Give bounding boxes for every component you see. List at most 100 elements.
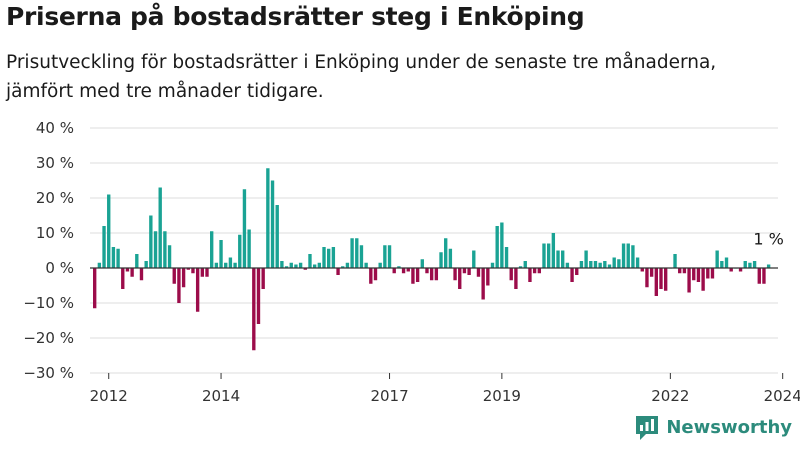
bar	[701, 268, 705, 291]
bar	[93, 268, 97, 309]
y-tick-label: −10 %	[23, 294, 74, 312]
bar	[195, 268, 200, 312]
bar	[256, 268, 261, 324]
bar	[453, 268, 457, 281]
bar	[504, 247, 509, 268]
bar	[565, 262, 570, 268]
bar	[514, 268, 518, 289]
bar	[214, 262, 219, 268]
bar	[757, 268, 761, 284]
bar	[317, 262, 322, 268]
x-tick-label: 2014	[202, 387, 240, 405]
bar	[153, 231, 158, 268]
bar	[448, 248, 453, 268]
bar	[205, 268, 209, 277]
bar	[111, 247, 116, 268]
last-value-label: 1 %	[753, 230, 783, 249]
bar	[579, 261, 584, 268]
x-tick-label: 2024	[764, 387, 800, 405]
bar	[172, 268, 176, 284]
bar	[130, 268, 134, 277]
bar	[546, 243, 551, 268]
y-tick-label: 20 %	[36, 189, 74, 207]
bar	[528, 268, 532, 282]
bar	[617, 259, 621, 268]
bar	[532, 268, 537, 274]
bar	[729, 268, 733, 272]
bar	[715, 250, 719, 268]
bar	[121, 268, 125, 289]
bar	[612, 257, 616, 268]
bar	[252, 268, 256, 351]
newsworthy-icon	[636, 416, 659, 440]
bar	[158, 187, 162, 268]
y-axis: −30 % −20 % −10 % 0 % 10 % 20 % 30 % 40 %	[23, 119, 74, 382]
bar	[186, 268, 190, 270]
bar	[139, 268, 144, 281]
bar	[537, 268, 541, 274]
bar	[490, 262, 495, 268]
bar	[294, 264, 298, 268]
bar	[724, 257, 729, 268]
bar	[710, 268, 715, 279]
bar	[406, 268, 410, 272]
bar	[621, 243, 626, 268]
bar	[238, 234, 242, 268]
brand-name: Newsworthy	[666, 416, 792, 438]
bar	[387, 245, 392, 268]
bar	[336, 268, 340, 275]
bar	[270, 180, 275, 268]
x-tick-label: 2017	[370, 387, 408, 405]
bar	[462, 268, 467, 274]
bar	[266, 168, 270, 268]
bar	[561, 250, 565, 268]
bar	[439, 252, 443, 268]
bar	[181, 268, 186, 288]
bar	[467, 268, 471, 275]
bar	[570, 268, 574, 282]
bar	[682, 268, 687, 274]
bar	[219, 240, 223, 268]
bar	[598, 262, 602, 268]
bar	[364, 262, 368, 268]
bar	[556, 250, 560, 268]
grid-lines	[90, 127, 778, 374]
bar	[228, 257, 233, 268]
bar	[444, 238, 448, 268]
bar	[233, 262, 237, 268]
bar	[97, 262, 102, 268]
bar	[673, 254, 677, 268]
bar	[589, 261, 593, 268]
bar	[472, 250, 476, 268]
bar	[692, 268, 696, 281]
y-tick-label: 30 %	[36, 154, 74, 172]
bar	[495, 226, 499, 268]
bar	[649, 268, 654, 277]
bar	[640, 268, 644, 272]
bar	[327, 248, 331, 268]
bar	[247, 229, 251, 268]
bar	[392, 268, 396, 274]
bar	[242, 189, 247, 268]
bar	[350, 238, 354, 268]
bar	[167, 245, 172, 268]
bar	[551, 233, 556, 268]
bar	[125, 268, 130, 272]
bar	[434, 268, 439, 281]
bar	[355, 238, 359, 268]
bar	[663, 268, 668, 291]
bar	[359, 245, 364, 268]
bar	[738, 268, 743, 272]
y-tick-label: 0 %	[45, 259, 74, 277]
bar	[542, 243, 546, 268]
bar	[284, 266, 289, 268]
bar	[476, 268, 481, 277]
bar	[626, 243, 630, 268]
bar	[486, 268, 490, 286]
bar	[102, 226, 106, 268]
bar	[280, 261, 284, 268]
bar	[425, 268, 429, 274]
bar	[149, 215, 153, 268]
bar	[378, 262, 382, 268]
bar	[766, 264, 771, 268]
